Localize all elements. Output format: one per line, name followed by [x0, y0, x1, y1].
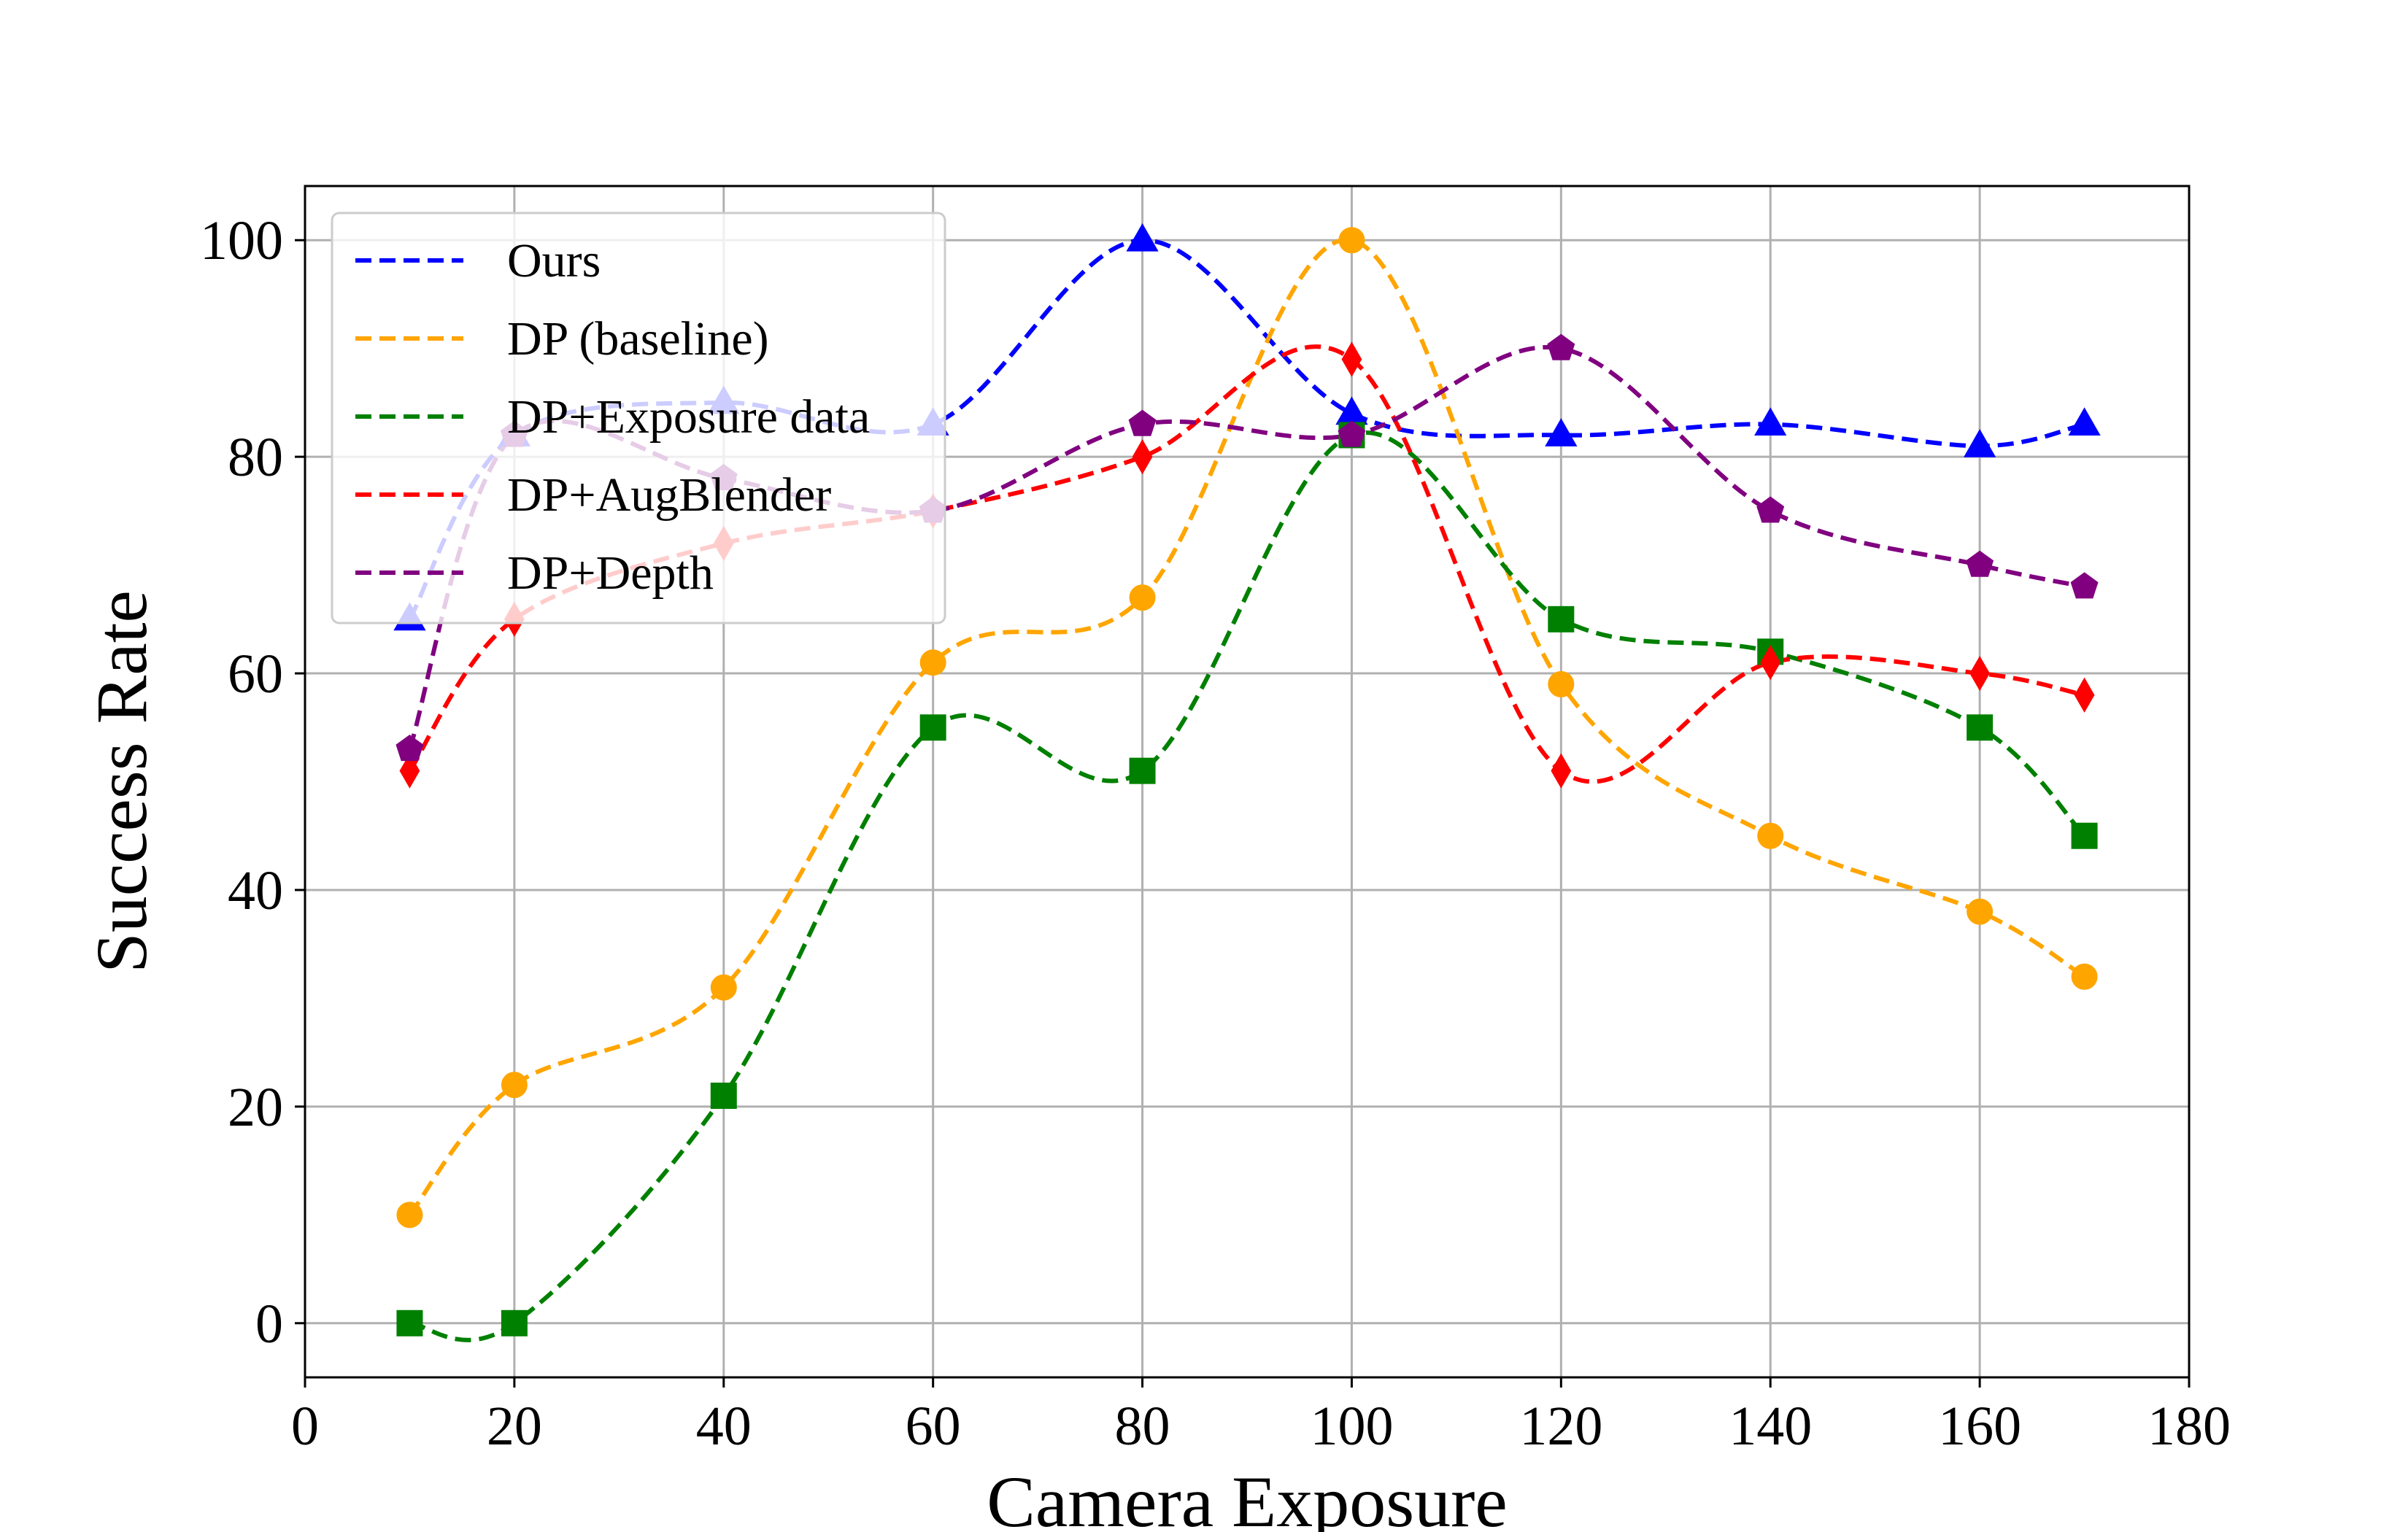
data-point-dp-depth — [2070, 572, 2099, 599]
x-tick-label: 160 — [1938, 1396, 2021, 1457]
y-tick-label: 80 — [228, 427, 283, 488]
data-point-dp-exposure-data — [1129, 757, 1156, 784]
data-point-dp-exposure-data — [501, 1309, 528, 1336]
legend-label: DP (baseline) — [507, 312, 769, 365]
data-point-dp-augblender — [1341, 341, 1362, 377]
data-point-dp-depth — [395, 735, 424, 762]
data-point-dp-exposure-data — [1967, 714, 1994, 741]
legend: Ours DP (baseline) DP+Exposure data DP+AugB… — [331, 212, 946, 624]
data-point-dp-exposure-data — [1548, 606, 1575, 632]
data-point-dp-augblender — [2074, 677, 2095, 713]
axes-frame — [304, 185, 2191, 1379]
data-point-ours — [1754, 407, 1787, 436]
data-point-dp-baseline — [1967, 898, 1994, 925]
data-point-dp-exposure-data — [2071, 822, 2098, 849]
x-tick-label: 100 — [1310, 1396, 1393, 1457]
data-point-dp-exposure-data — [396, 1309, 423, 1336]
data-point-dp-augblender — [399, 753, 420, 789]
data-point-dp-baseline — [396, 1202, 423, 1229]
data-point-dp-baseline — [1129, 584, 1156, 611]
data-point-dp-depth — [1128, 409, 1157, 436]
y-tick-label: 20 — [228, 1077, 283, 1138]
x-tick-label: 120 — [1519, 1396, 1602, 1457]
data-point-dp-baseline — [1757, 822, 1784, 849]
x-tick-label: 0 — [291, 1396, 319, 1457]
x-axis-title: Camera Exposure — [987, 1461, 1508, 1532]
x-tick-label: 180 — [2147, 1396, 2231, 1457]
data-point-dp-depth — [1547, 333, 1575, 360]
data-point-dp-baseline — [919, 649, 946, 676]
y-tick-label: 100 — [200, 210, 283, 271]
y-tick-label: 0 — [255, 1293, 283, 1355]
data-point-dp-augblender — [1969, 655, 1991, 692]
legend-label: Ours — [507, 234, 601, 287]
legend-label: DP+Depth — [507, 546, 714, 600]
series-line-dp-baseline — [408, 237, 2086, 1217]
legend-box — [331, 212, 946, 624]
data-point-ours — [1963, 429, 1996, 457]
y-tick-label: 40 — [228, 860, 283, 921]
data-point-dp-baseline — [1548, 670, 1575, 697]
y-tick-label: 60 — [228, 643, 283, 705]
data-point-dp-augblender — [1551, 753, 1572, 789]
x-tick-label: 60 — [906, 1396, 961, 1457]
data-point-dp-baseline — [2071, 963, 2098, 990]
data-point-ours — [1335, 396, 1368, 425]
data-point-dp-depth — [1338, 420, 1366, 447]
data-point-ours — [1545, 418, 1578, 446]
axis-ticks: 0 20 40 60 80 100 120 140 160 180 0 20 40 60 80 100 — [200, 210, 2231, 1457]
data-point-dp-exposure-data — [710, 1083, 737, 1110]
x-tick-label: 20 — [487, 1396, 542, 1457]
data-point-dp-baseline — [1338, 227, 1365, 254]
data-point-ours — [1126, 223, 1159, 252]
data-point-dp-depth — [1756, 496, 1785, 523]
data-point-ours — [2068, 407, 2101, 436]
data-point-dp-augblender — [1760, 645, 1781, 681]
data-point-dp-baseline — [710, 974, 737, 1001]
legend-label: DP+Exposure data — [507, 390, 870, 444]
x-tick-label: 80 — [1115, 1396, 1170, 1457]
data-point-dp-augblender — [1132, 439, 1153, 475]
x-tick-label: 140 — [1729, 1396, 1812, 1457]
y-axis-title: Success Rate — [81, 590, 162, 973]
legend-label: DP+AugBlender — [507, 468, 831, 522]
data-point-dp-exposure-data — [919, 714, 946, 741]
data-point-dp-depth — [1966, 550, 1994, 577]
data-point-dp-baseline — [501, 1072, 528, 1099]
x-tick-label: 40 — [696, 1396, 752, 1457]
